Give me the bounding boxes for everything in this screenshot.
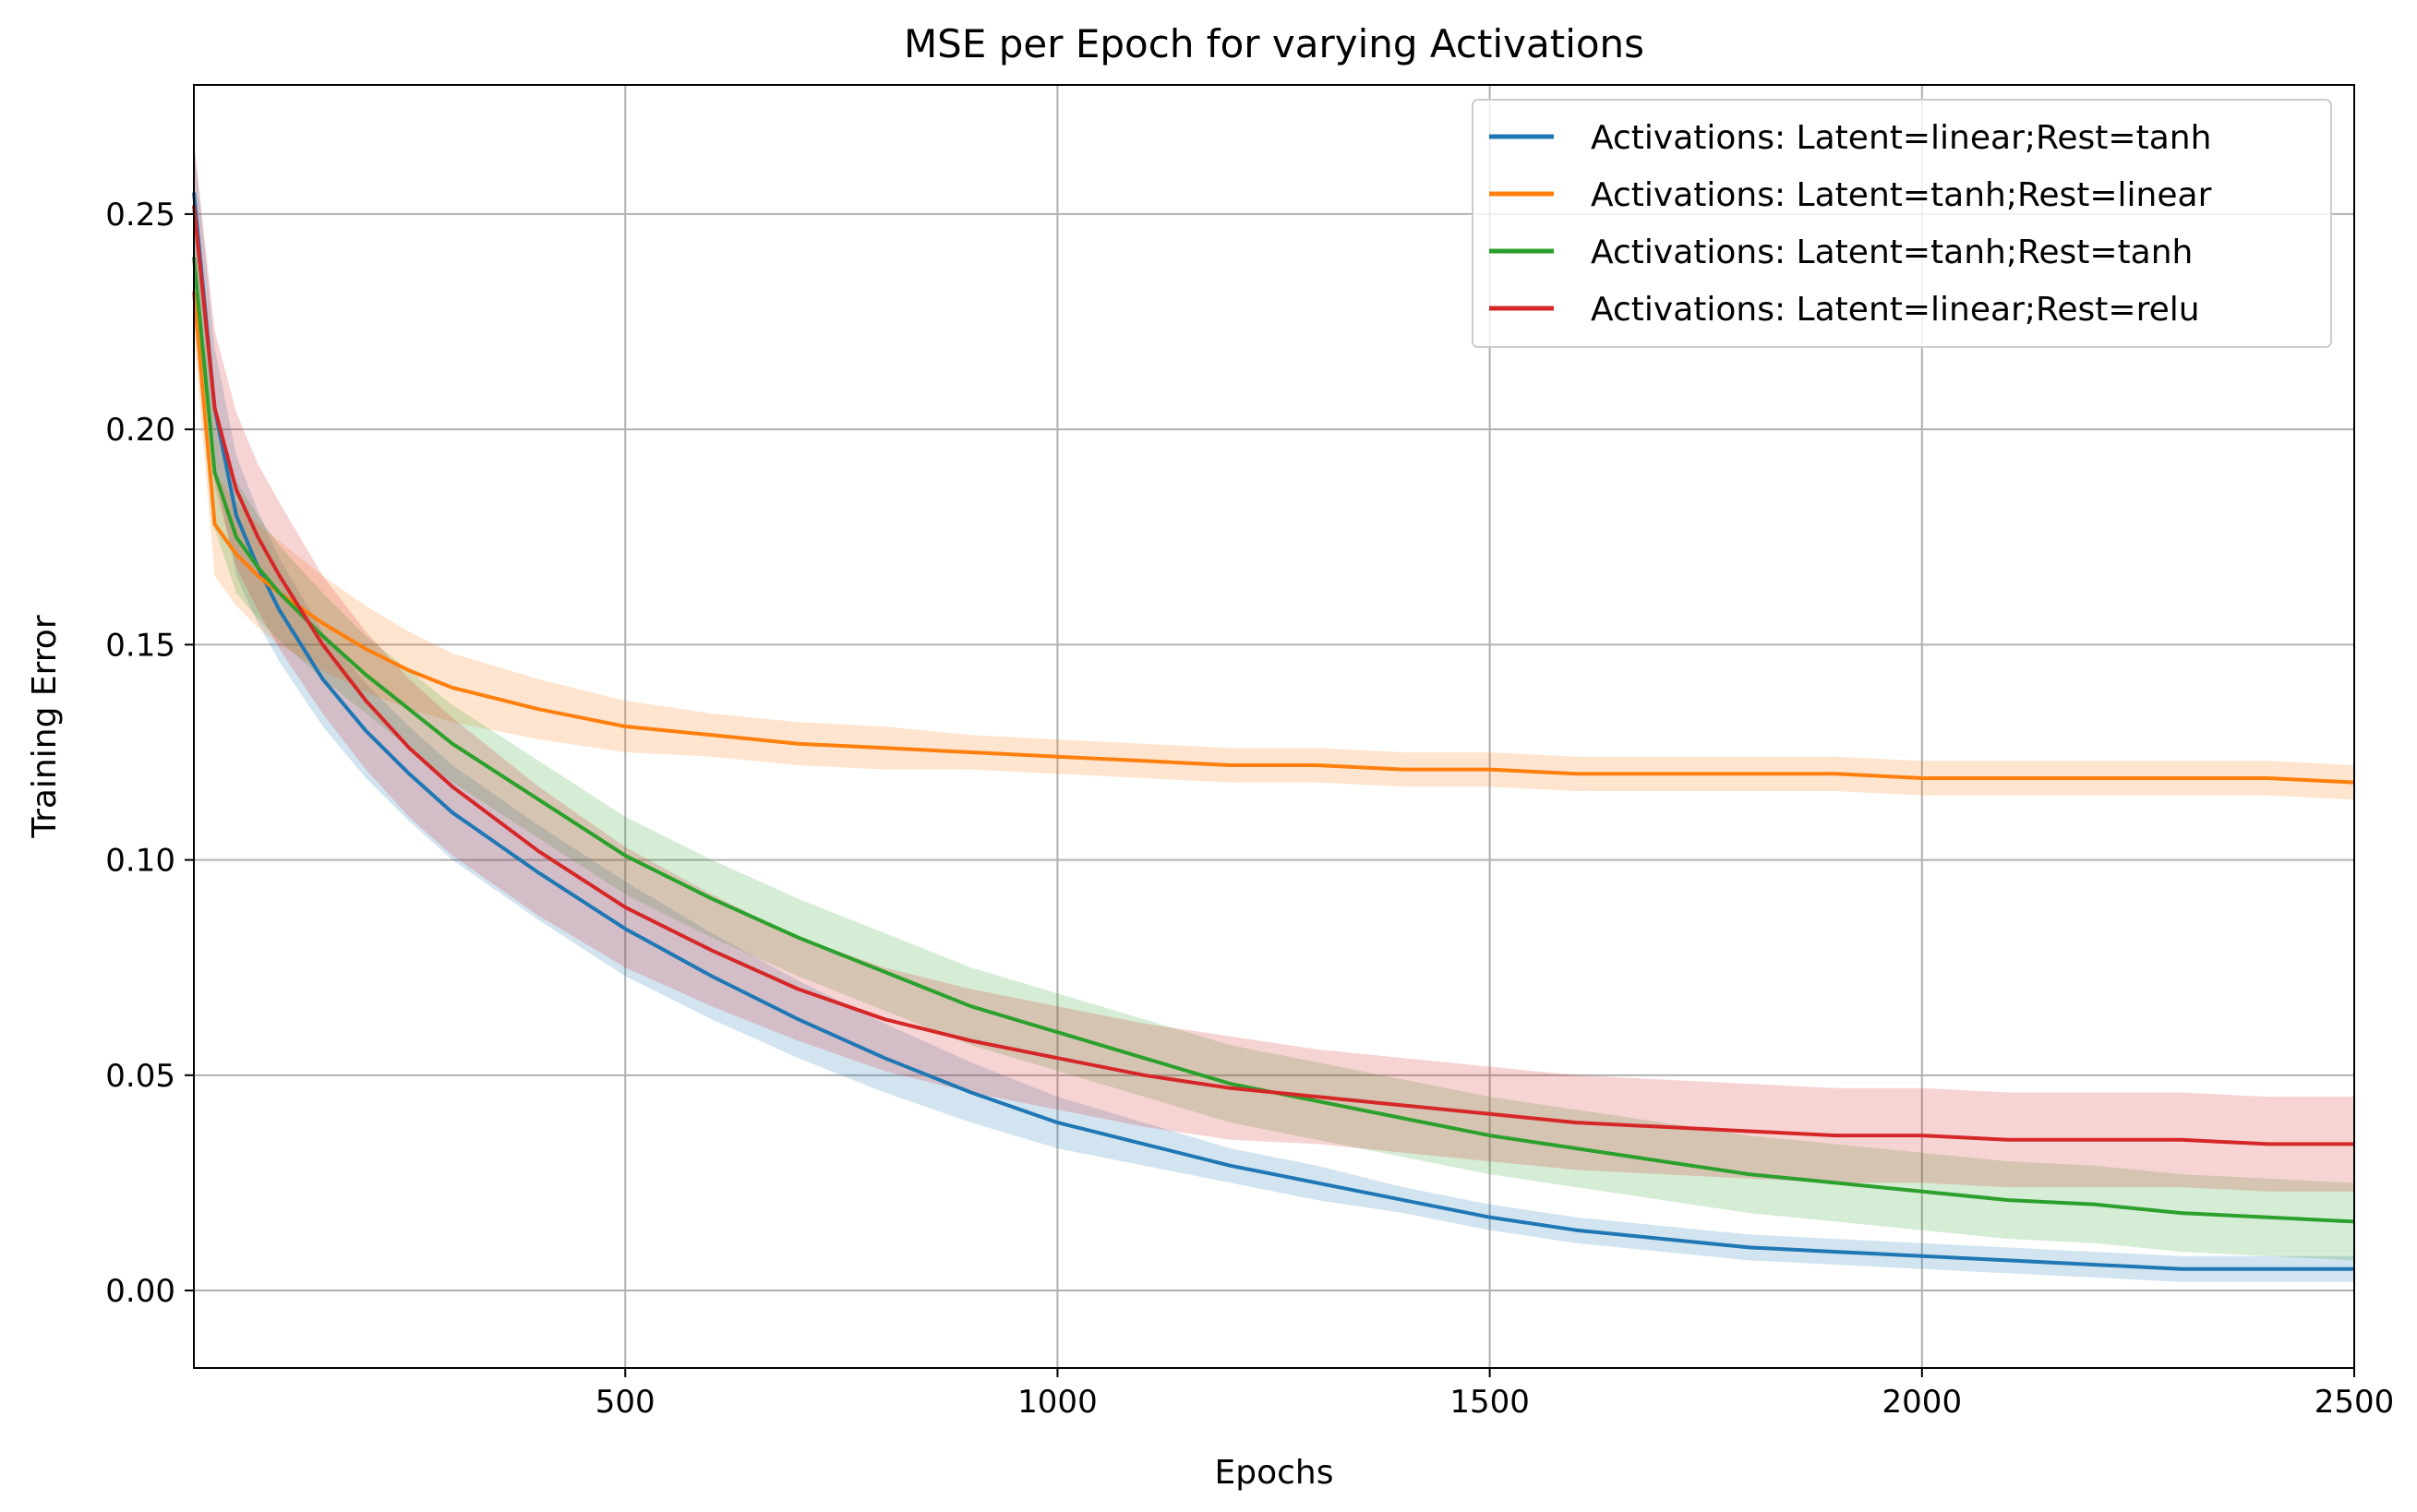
legend-box (1472, 99, 2332, 348)
legend-label: Activations: Latent=tanh;Rest=linear (1591, 176, 2212, 214)
y-tick-label: 0.15 (105, 627, 175, 664)
series-4-band (194, 140, 2354, 1192)
y-tick-label: 0.20 (105, 412, 175, 449)
legend-label: Activations: Latent=linear;Rest=relu (1591, 291, 2200, 329)
y-tick-label: 0.00 (105, 1273, 175, 1310)
series-1-band (194, 140, 2354, 1282)
x-tick-label: 2000 (1882, 1384, 1963, 1421)
series-2-line (192, 291, 2355, 785)
series-3-line (192, 257, 2355, 1224)
x-tick-label: 1000 (1017, 1384, 1098, 1421)
plot-frame (193, 84, 2355, 1369)
x-tick-label: 2500 (2315, 1384, 2395, 1421)
legend-label: Activations: Latent=linear;Rest=tanh (1591, 119, 2211, 157)
x-tick-label: 500 (595, 1384, 655, 1421)
x-tick-label: 1500 (1449, 1384, 1530, 1421)
y-axis-title: Training Error (26, 615, 64, 838)
y-tick-label: 0.10 (105, 843, 175, 880)
series-4-line (192, 205, 2354, 1146)
y-tick-label: 0.05 (105, 1058, 175, 1095)
series-1-line (192, 192, 2354, 1271)
axis-ticks: 500 1000 1500 2000 2500 0.00 0.05 0.10 0.15 0.20 0… (105, 197, 2394, 1421)
x-axis-title: Epochs (1215, 1454, 1334, 1492)
confidence-bands (194, 140, 2354, 1282)
y-tick-label: 0.25 (105, 197, 175, 234)
legend: Activations: Latent=linear;Rest=tanh Acti… (1472, 99, 2332, 348)
series-lines (192, 192, 2355, 1271)
legend-label: Activations: Latent=tanh;Rest=tanh (1591, 234, 2193, 271)
chart-title: MSE per Epoch for varying Activations (904, 21, 1644, 66)
